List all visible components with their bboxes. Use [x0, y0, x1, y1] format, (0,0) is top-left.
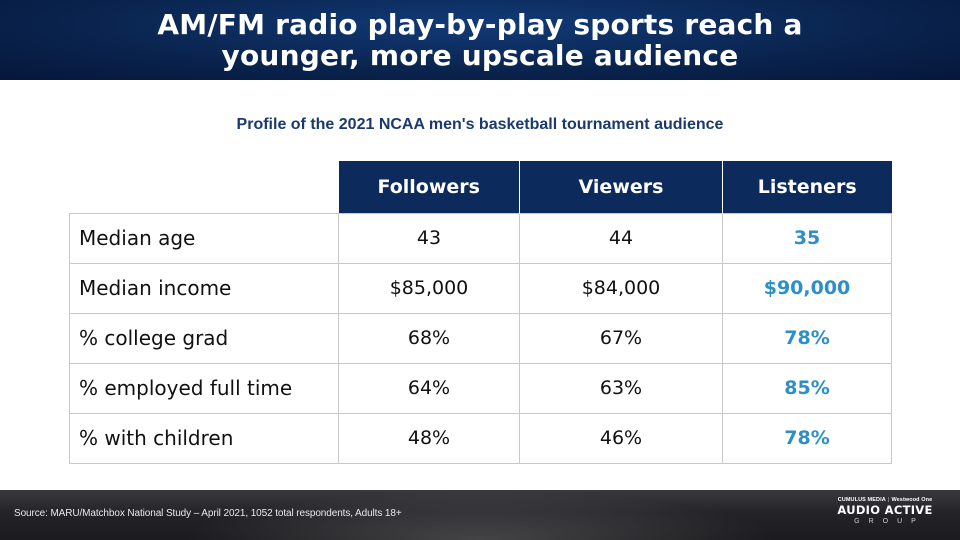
title-banner: AM/FM radio play-by-play sports reach a … [0, 0, 960, 80]
table-header-row: Followers Viewers Listeners [69, 161, 892, 213]
cell-followers: 68% [338, 312, 520, 364]
footer-glow [180, 490, 780, 540]
slide-title-line-2: younger, more upscale audience [221, 39, 739, 72]
cell-listeners: 35 [722, 212, 892, 264]
source-note: Source: MARU/Matchbox National Study – A… [14, 508, 402, 519]
cell-listeners: $90,000 [722, 262, 892, 314]
table-row: % college grad 68% 67% 78% [69, 312, 892, 364]
cell-listeners: 78% [722, 412, 892, 464]
cell-viewers: 46% [519, 412, 723, 464]
cell-followers: $85,000 [338, 262, 520, 314]
cell-followers: 48% [338, 412, 520, 464]
table-row: % employed full time 64% 63% 85% [69, 362, 892, 414]
row-label: % with children [69, 412, 339, 464]
table-row: Median income $85,000 $84,000 $90,000 [69, 262, 892, 314]
cell-viewers: 67% [519, 312, 723, 364]
footer-bar [0, 490, 960, 540]
audio-active-group-logo: CUMULUS MEDIA | Westwood One AUDIO ACTIVE … [820, 496, 950, 536]
header-corner-cell [69, 161, 339, 213]
row-label: Median age [69, 212, 339, 264]
cumulus-media-mark: CUMULUS MEDIA [837, 497, 886, 503]
audience-profile-table: Followers Viewers Listeners Median age 4… [69, 161, 892, 464]
table-row: Median age 43 44 35 [69, 212, 892, 264]
logo-subtitle: GROUP [854, 518, 925, 525]
column-header-followers: Followers [338, 161, 520, 213]
cell-viewers: 44 [519, 212, 723, 264]
table-row: % with children 48% 46% 78% [69, 412, 892, 464]
slide-title-line-1: AM/FM radio play-by-play sports reach a [157, 8, 803, 41]
logo-top-line: CUMULUS MEDIA | Westwood One [838, 496, 933, 504]
column-header-viewers: Viewers [519, 161, 723, 213]
logo-wordmark: AUDIO ACTIVE [837, 503, 933, 517]
westwood-one-mark: Westwood One [891, 497, 933, 503]
cell-viewers: 63% [519, 362, 723, 414]
column-header-listeners: Listeners [722, 161, 892, 213]
row-label: % college grad [69, 312, 339, 364]
cell-followers: 43 [338, 212, 520, 264]
logo-divider: | [887, 497, 890, 503]
cell-viewers: $84,000 [519, 262, 723, 314]
cell-listeners: 85% [722, 362, 892, 414]
cell-followers: 64% [338, 362, 520, 414]
table-subtitle: Profile of the 2021 NCAA men's basketbal… [236, 116, 724, 133]
cell-listeners: 78% [722, 312, 892, 364]
row-label: % employed full time [69, 362, 339, 414]
row-label: Median income [69, 262, 339, 314]
